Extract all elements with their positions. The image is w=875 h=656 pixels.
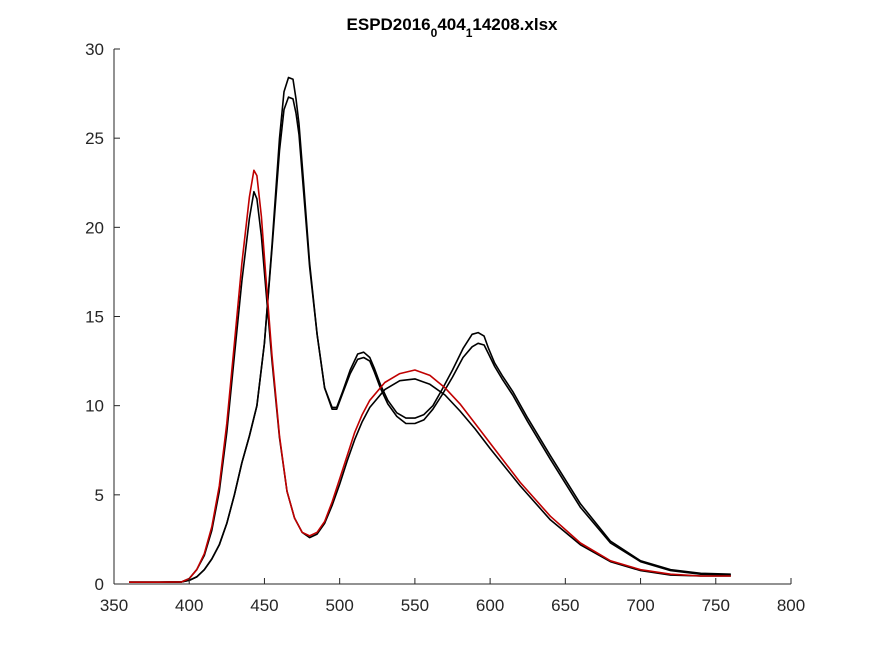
x-tick-label: 800: [777, 596, 805, 615]
x-tick-label: 750: [702, 596, 730, 615]
ticks-layer: 350 400 450 500 550 600 650 700 750 800 0 5 10 15 20 25…: [85, 40, 805, 615]
y-tick-label: 15: [85, 308, 104, 327]
x-tick-label: 550: [401, 596, 429, 615]
series-layer: [129, 76, 731, 583]
y-tick-label: 10: [85, 397, 104, 416]
x-tick-label: 700: [626, 596, 654, 615]
x-tick-label: 500: [325, 596, 353, 615]
x-tick-label: 650: [551, 596, 579, 615]
x-tick-label: 600: [476, 596, 504, 615]
y-tick-label: 20: [85, 218, 104, 237]
y-tick-label: 25: [85, 129, 104, 148]
x-tick-label: 450: [250, 596, 278, 615]
series-line-2: [129, 96, 731, 583]
y-tick-label: 30: [85, 40, 104, 59]
x-tick-label: 350: [100, 596, 128, 615]
y-tick-label: 0: [95, 575, 104, 594]
x-tick-label: 400: [175, 596, 203, 615]
series-line-3: [129, 190, 731, 583]
series-line-4: [129, 169, 731, 583]
y-tick-label: 5: [95, 486, 104, 505]
chart-title: ESPD20160404114208.xlsx: [347, 15, 559, 40]
